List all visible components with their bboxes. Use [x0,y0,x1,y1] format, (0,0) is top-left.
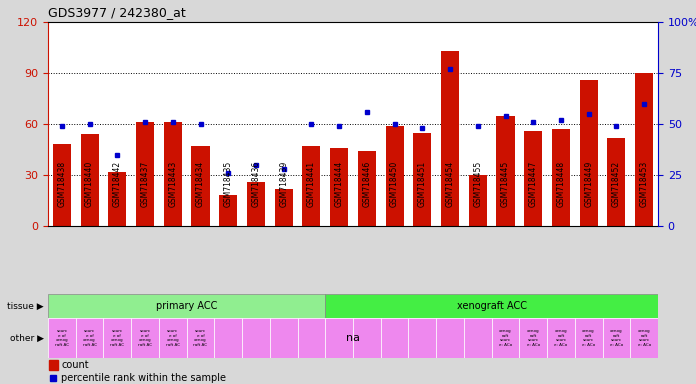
Bar [53,144,71,226]
Bar [386,126,404,226]
Bar [413,132,432,226]
Text: GSM718448: GSM718448 [557,161,565,207]
Bar [409,318,436,358]
Bar [330,148,348,226]
Bar [491,318,519,358]
Text: xenog
raft
sourc
e: ACo: xenog raft sourc e: ACo [554,329,567,347]
Bar [325,318,353,358]
Bar [136,122,154,226]
Bar [76,318,104,358]
Bar [49,360,58,371]
Bar [608,137,626,226]
Bar [464,318,491,358]
Bar [524,131,542,226]
Text: sourc
e of
xenog
raft AC: sourc e of xenog raft AC [83,329,97,347]
Bar [131,318,159,358]
Bar [603,318,631,358]
Text: GSM718435: GSM718435 [223,161,232,207]
Text: GSM718447: GSM718447 [529,161,538,207]
Bar [575,318,603,358]
Text: sourc
e of
xenog
raft AC: sourc e of xenog raft AC [193,329,207,347]
Bar [325,294,658,318]
Bar [48,294,325,318]
Bar [81,134,99,226]
Bar [631,318,658,358]
Bar [247,182,265,226]
Text: GSM718454: GSM718454 [445,161,454,207]
Bar [580,80,598,226]
Text: GSM718450: GSM718450 [390,161,399,207]
Text: sourc
e of
xenog
raft AC: sourc e of xenog raft AC [138,329,152,347]
Text: percentile rank within the sample: percentile rank within the sample [61,373,226,383]
Text: xenog
raft
sourc
e: ACo: xenog raft sourc e: ACo [610,329,623,347]
Bar [302,146,320,226]
Text: GSM718453: GSM718453 [640,161,649,207]
Text: na: na [346,333,360,343]
Text: GSM718451: GSM718451 [418,161,427,207]
Bar [519,318,547,358]
Bar [159,318,187,358]
Bar [104,318,131,358]
Bar [191,146,209,226]
Text: GSM718441: GSM718441 [307,161,316,207]
Text: sourc
e of
xenog
raft AC: sourc e of xenog raft AC [110,329,125,347]
Bar [353,318,381,358]
Text: GSM718449: GSM718449 [584,161,593,207]
Text: GSM718442: GSM718442 [113,161,122,207]
Bar [298,318,325,358]
Bar [48,318,76,358]
Text: tissue ▶: tissue ▶ [8,301,44,311]
Text: other ▶: other ▶ [10,333,44,343]
Bar [164,122,182,226]
Bar [436,318,464,358]
Text: GSM718443: GSM718443 [168,161,177,207]
Text: GSM718437: GSM718437 [141,161,150,207]
Bar [270,318,298,358]
Text: xenog
raft
sourc
e: ACo: xenog raft sourc e: ACo [582,329,595,347]
Bar [242,318,270,358]
Text: sourc
e of
xenog
raft AC: sourc e of xenog raft AC [55,329,69,347]
Bar [214,318,242,358]
Text: GSM718455: GSM718455 [473,161,482,207]
Text: xenog
raft
sourc
e: ACo: xenog raft sourc e: ACo [638,329,651,347]
Text: GSM718446: GSM718446 [363,161,372,207]
Bar [635,73,653,226]
Text: xenog
raft
sourc
e: ACo: xenog raft sourc e: ACo [527,329,540,347]
Text: GSM718434: GSM718434 [196,161,205,207]
Bar [219,195,237,226]
Bar [552,129,570,226]
Text: GSM718444: GSM718444 [335,161,344,207]
Bar [469,175,487,226]
Bar [275,189,293,226]
Bar [358,151,376,226]
Text: GSM718436: GSM718436 [251,161,260,207]
Text: GDS3977 / 242380_at: GDS3977 / 242380_at [48,6,186,19]
Bar [496,116,514,226]
Text: GSM718440: GSM718440 [85,161,94,207]
Text: count: count [61,360,88,370]
Bar [441,51,459,226]
Text: primary ACC: primary ACC [156,301,217,311]
Text: GSM718438: GSM718438 [57,161,66,207]
Bar [547,318,575,358]
Bar [187,318,214,358]
Text: GSM718445: GSM718445 [501,161,510,207]
Bar [109,172,127,226]
Text: sourc
e of
xenog
raft AC: sourc e of xenog raft AC [166,329,180,347]
Text: GSM718439: GSM718439 [279,161,288,207]
Text: GSM718452: GSM718452 [612,161,621,207]
Text: xenograft ACC: xenograft ACC [457,301,527,311]
Bar [381,318,409,358]
Text: xenog
raft
sourc
e: ACo: xenog raft sourc e: ACo [499,329,512,347]
